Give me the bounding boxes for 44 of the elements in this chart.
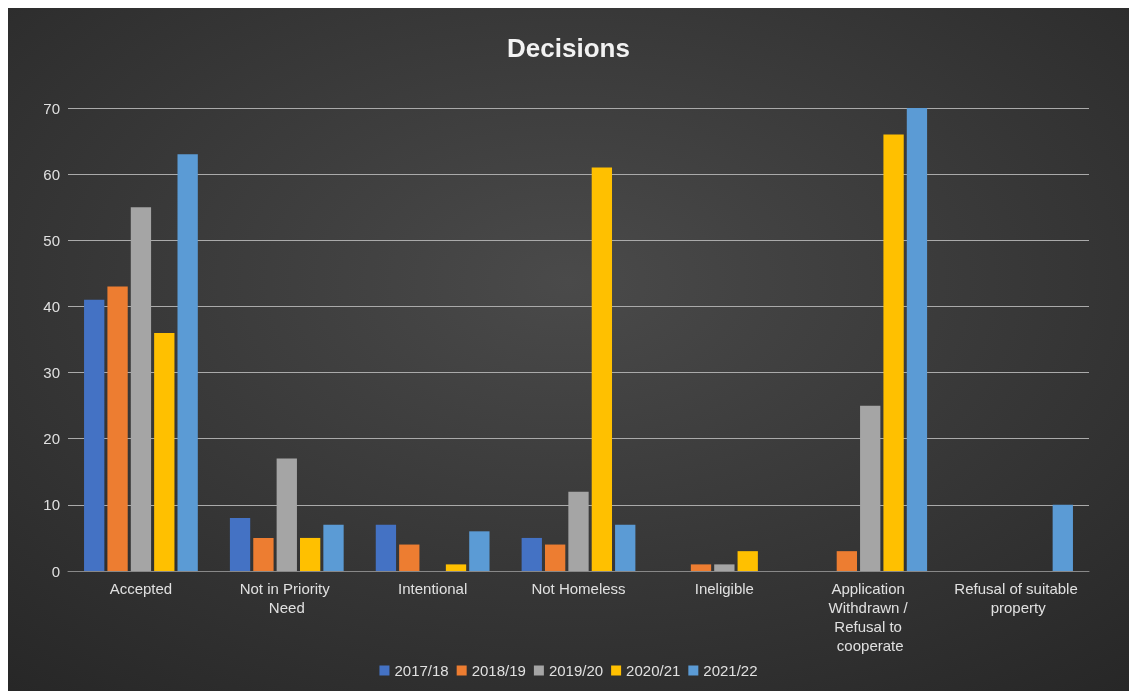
y-tick-label: 40 xyxy=(43,297,60,315)
x-tick-label: Refusal of suitable property xyxy=(954,580,1078,616)
bar xyxy=(154,332,175,571)
bar xyxy=(229,518,251,571)
x-tick-label: Not Homeless xyxy=(531,580,626,597)
x-tick-label: Ineligible xyxy=(694,580,754,597)
bar xyxy=(399,544,420,571)
bar xyxy=(521,537,542,571)
bar xyxy=(253,537,274,571)
x-tick-label: Not in Priority Need xyxy=(239,580,334,616)
bar xyxy=(836,551,858,571)
bar xyxy=(737,551,758,571)
bar xyxy=(690,564,712,571)
bar xyxy=(1052,504,1073,571)
y-tick-label: 30 xyxy=(43,364,60,382)
y-tick-label: 70 xyxy=(43,99,60,117)
bar xyxy=(323,524,344,571)
bar xyxy=(445,564,467,571)
y-tick-label: 50 xyxy=(43,231,60,249)
x-tick-label: Intentional xyxy=(398,580,468,597)
bar xyxy=(544,544,566,571)
bar xyxy=(177,154,198,571)
bar xyxy=(469,531,490,571)
y-tick-label: 60 xyxy=(43,165,60,183)
legend-label: 2017/18 xyxy=(394,662,449,679)
legend-label: 2019/20 xyxy=(548,662,604,679)
bar xyxy=(906,108,928,571)
y-tick-label: 10 xyxy=(43,496,60,514)
bar xyxy=(299,537,321,571)
bar xyxy=(107,286,128,571)
y-tick-label: 0 xyxy=(51,562,60,580)
legend-label: 2018/19 xyxy=(471,662,526,679)
bar xyxy=(714,564,735,571)
bar xyxy=(591,167,613,571)
y-tick-label: 20 xyxy=(43,430,60,448)
x-tick-label: Accepted xyxy=(109,580,173,597)
legend-label: 2021/22 xyxy=(703,662,758,679)
x-tick-label: Application Withdrawn / Refusal to cooperate xyxy=(828,580,912,654)
bar xyxy=(375,524,397,571)
chart-title: Decisions xyxy=(507,33,630,63)
legend-label: 2020/21 xyxy=(626,662,681,679)
bar xyxy=(615,524,636,571)
bar xyxy=(883,134,904,571)
bar xyxy=(84,299,105,571)
